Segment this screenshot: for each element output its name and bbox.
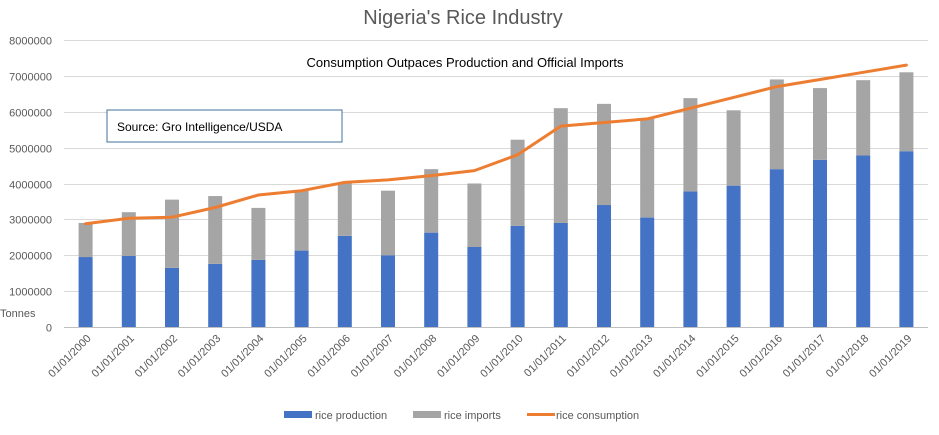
y-axis-label: Tonnes bbox=[0, 308, 36, 320]
legend-item-rice-consumption: rice consumption bbox=[527, 410, 639, 422]
bar-rice-imports bbox=[769, 79, 784, 170]
bar-rice-imports bbox=[251, 207, 266, 260]
legend-label: rice imports bbox=[444, 410, 501, 422]
bar-rice-production bbox=[510, 225, 525, 327]
consumption-line bbox=[84, 63, 908, 226]
legend-label: rice consumption bbox=[556, 410, 639, 422]
y-tick-label: 3000000 bbox=[9, 215, 52, 227]
bar-rice-imports bbox=[553, 108, 568, 223]
bar-rice-production bbox=[553, 222, 568, 327]
chart-title: Nigeria's Rice Industry bbox=[363, 7, 562, 29]
legend-swatch bbox=[413, 411, 441, 418]
bar-rice-production bbox=[856, 155, 871, 327]
bar-rice-imports bbox=[683, 98, 698, 192]
bar-rice-imports bbox=[294, 190, 309, 251]
bar-rice-imports bbox=[78, 222, 93, 258]
bar-rice-production bbox=[726, 185, 741, 327]
y-tick-label: 4000000 bbox=[9, 180, 52, 192]
bar-rice-production bbox=[424, 232, 439, 327]
y-tick-label: 0 bbox=[46, 323, 52, 335]
y-tick-label: 6000000 bbox=[9, 108, 52, 120]
source-text: Source: Gro Intelligence/USDA bbox=[117, 120, 282, 134]
source-box: Source: Gro Intelligence/USDA bbox=[106, 109, 343, 143]
legend-item-rice-imports: rice imports bbox=[413, 410, 501, 422]
bars bbox=[78, 72, 914, 327]
bar-rice-imports bbox=[424, 169, 439, 233]
y-tick-label: 7000000 bbox=[9, 72, 52, 84]
legend-item-rice-production: rice production bbox=[284, 410, 387, 422]
bar-rice-production bbox=[683, 191, 698, 327]
source-box-border bbox=[106, 109, 343, 143]
bar-rice-production bbox=[381, 255, 395, 327]
y-tick-label: 1000000 bbox=[9, 287, 52, 299]
bar-rice-imports bbox=[726, 110, 741, 186]
bar-rice-imports bbox=[337, 183, 352, 236]
y-axis: 0 1000000 2000000 3000000 4000000 5000000 6000… bbox=[9, 36, 52, 335]
line-rice-consumption bbox=[84, 63, 908, 226]
bar-rice-production bbox=[640, 217, 655, 327]
bar-rice-production bbox=[769, 169, 784, 327]
y-tick-label: 8000000 bbox=[9, 36, 52, 48]
bar-rice-production bbox=[337, 235, 352, 327]
legend-swatch bbox=[284, 411, 312, 418]
bar-rice-imports bbox=[899, 72, 914, 152]
gridlines bbox=[64, 40, 928, 328]
bar-rice-imports bbox=[597, 103, 611, 206]
bar-rice-production bbox=[165, 267, 179, 327]
bar-rice-imports bbox=[467, 183, 482, 247]
bar-rice-imports bbox=[381, 190, 395, 256]
bar-rice-imports bbox=[165, 199, 179, 268]
legend: rice production rice imports rice consumpt… bbox=[284, 410, 639, 422]
y-tick-label: 5000000 bbox=[9, 144, 52, 156]
bar-rice-production bbox=[208, 263, 223, 327]
bar-rice-imports bbox=[510, 139, 525, 226]
bar-rice-imports bbox=[856, 80, 871, 156]
bar-rice-production bbox=[294, 250, 309, 327]
bar-rice-imports bbox=[208, 196, 223, 264]
y-tick-label: 2000000 bbox=[9, 251, 52, 263]
bar-rice-production bbox=[813, 159, 827, 327]
bar-rice-production bbox=[121, 255, 136, 327]
bar-rice-production bbox=[899, 151, 914, 327]
bar-rice-imports bbox=[640, 118, 655, 218]
bar-rice-imports bbox=[121, 212, 136, 256]
chart-subtitle: Consumption Outpaces Production and Offi… bbox=[307, 55, 624, 70]
legend-label: rice production bbox=[315, 410, 387, 422]
bar-rice-production bbox=[251, 259, 266, 327]
bar-rice-imports bbox=[813, 88, 827, 160]
bar-rice-production bbox=[597, 205, 611, 327]
bar-rice-production bbox=[78, 257, 93, 327]
bar-rice-production bbox=[467, 246, 482, 327]
